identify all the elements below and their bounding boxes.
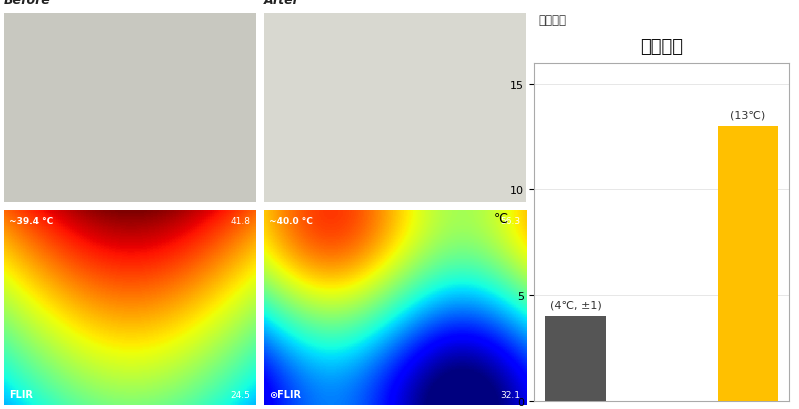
- Text: 온도저감: 온도저감: [539, 14, 566, 27]
- Text: ⊙FLIR: ⊙FLIR: [269, 389, 301, 399]
- Text: 56.3: 56.3: [500, 216, 520, 225]
- Text: After: After: [264, 0, 300, 7]
- Text: (13℃): (13℃): [730, 110, 765, 120]
- Y-axis label: ℃: ℃: [494, 212, 507, 225]
- Text: 41.8: 41.8: [231, 216, 251, 225]
- Title: 온도저감: 온도저감: [640, 38, 683, 56]
- Text: ~40.0 °C: ~40.0 °C: [269, 216, 312, 225]
- Text: (4℃, ±1): (4℃, ±1): [550, 300, 602, 310]
- Bar: [546, 317, 606, 401]
- Bar: [718, 127, 777, 401]
- Text: ~39.4 °C: ~39.4 °C: [9, 216, 54, 225]
- Text: Before: Before: [4, 0, 51, 7]
- Text: 24.5: 24.5: [231, 390, 251, 399]
- Text: FLIR: FLIR: [9, 389, 33, 399]
- Text: 32.1: 32.1: [500, 390, 520, 399]
